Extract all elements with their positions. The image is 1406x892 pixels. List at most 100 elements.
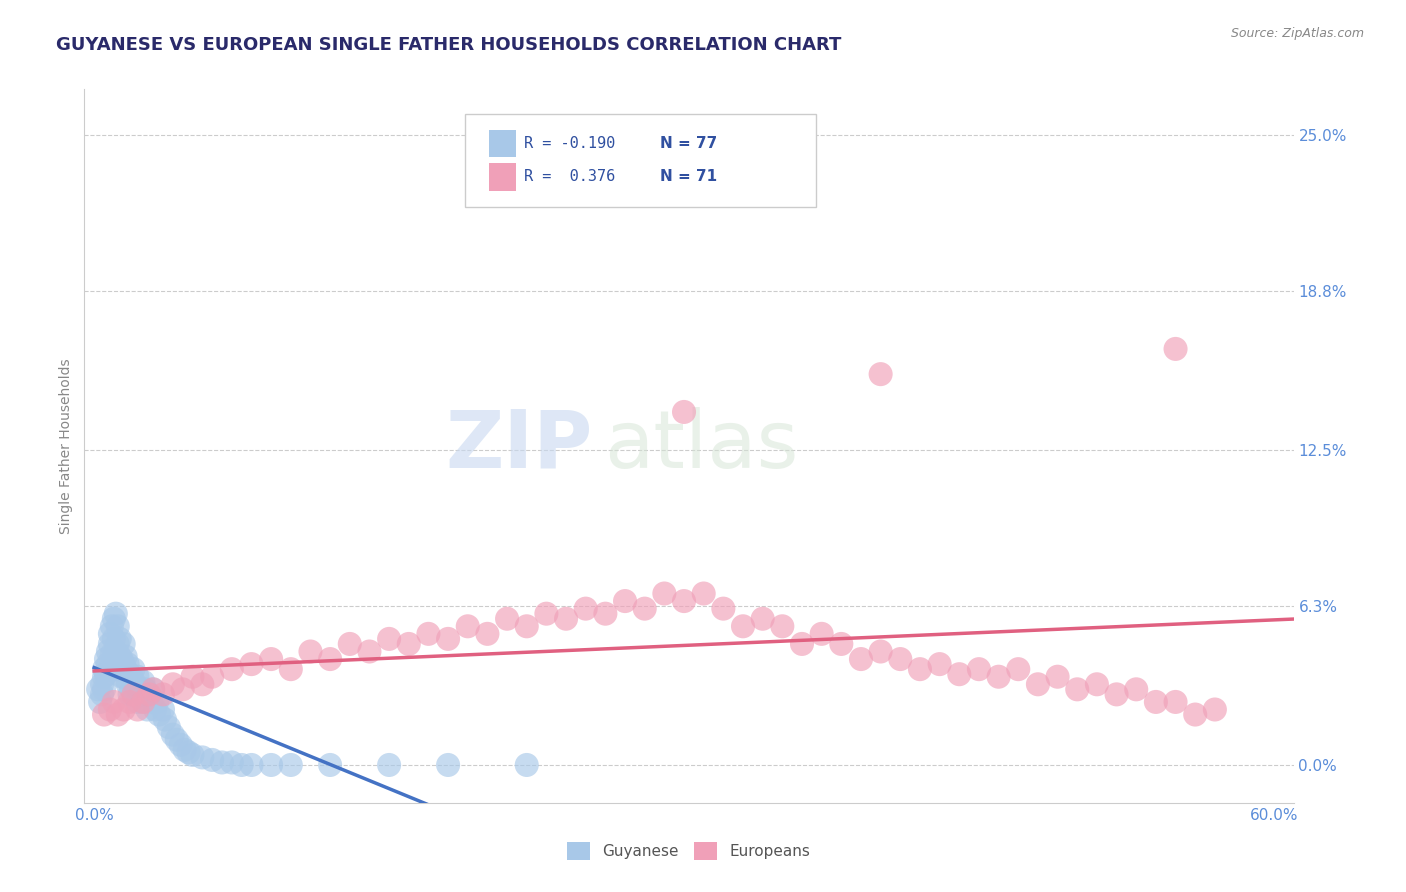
Point <box>1144 695 1167 709</box>
Point <box>240 758 263 772</box>
Point <box>1125 682 1147 697</box>
Point <box>121 670 143 684</box>
Point <box>378 632 401 646</box>
Text: N = 71: N = 71 <box>659 169 717 185</box>
Point <box>211 756 233 770</box>
Point <box>107 662 129 676</box>
Point <box>142 682 165 697</box>
Point <box>418 627 440 641</box>
Point <box>240 657 263 672</box>
Point <box>93 682 115 697</box>
Point <box>378 758 401 772</box>
Point <box>127 695 149 709</box>
Point <box>162 728 184 742</box>
Point <box>1007 662 1029 676</box>
Point <box>148 707 170 722</box>
Point <box>118 667 141 681</box>
Point <box>770 619 793 633</box>
Point <box>849 652 872 666</box>
Point <box>107 637 129 651</box>
Point <box>1105 687 1128 701</box>
Point <box>103 652 125 666</box>
Point <box>114 662 136 676</box>
Point <box>157 720 180 734</box>
Point <box>98 662 121 676</box>
Point <box>191 750 214 764</box>
Point <box>181 747 204 762</box>
Point <box>97 644 120 658</box>
Point <box>1085 677 1108 691</box>
Point <box>127 702 149 716</box>
FancyBboxPatch shape <box>465 114 815 207</box>
Point <box>260 652 283 666</box>
Point <box>221 662 243 676</box>
Point <box>112 637 135 651</box>
Text: ZIP: ZIP <box>444 407 592 485</box>
Point <box>967 662 990 676</box>
Point <box>457 619 479 633</box>
Point <box>751 612 773 626</box>
Point <box>108 632 131 646</box>
Point <box>614 594 637 608</box>
Point <box>928 657 950 672</box>
Point <box>94 667 117 681</box>
Point <box>1026 677 1049 691</box>
Point <box>118 687 141 701</box>
Point <box>112 657 135 672</box>
Point <box>153 713 176 727</box>
Point <box>118 695 141 709</box>
Point <box>319 758 342 772</box>
Point <box>673 405 696 419</box>
Point <box>634 601 657 615</box>
Point <box>91 687 114 701</box>
Point <box>107 619 129 633</box>
Point <box>869 367 891 381</box>
Point <box>299 644 322 658</box>
Point <box>136 702 159 716</box>
Point <box>152 687 174 701</box>
Point <box>93 662 115 676</box>
Point <box>114 649 136 664</box>
Point <box>280 758 302 772</box>
Point <box>104 607 127 621</box>
Point <box>221 756 243 770</box>
Point <box>134 682 156 697</box>
Point <box>138 687 160 701</box>
Point <box>111 652 134 666</box>
Point <box>496 612 519 626</box>
Text: R =  0.376: R = 0.376 <box>524 169 616 185</box>
Point <box>138 687 160 701</box>
Point <box>91 677 114 691</box>
Point <box>103 632 125 646</box>
Point <box>810 627 832 641</box>
Point <box>398 637 420 651</box>
Point <box>93 670 115 684</box>
Point <box>1184 707 1206 722</box>
Point <box>121 682 143 697</box>
Point <box>94 652 117 666</box>
Point <box>555 612 578 626</box>
Point <box>103 612 125 626</box>
Point <box>437 758 460 772</box>
Point <box>1066 682 1088 697</box>
Text: GUYANESE VS EUROPEAN SINGLE FATHER HOUSEHOLDS CORRELATION CHART: GUYANESE VS EUROPEAN SINGLE FATHER HOUSE… <box>56 36 842 54</box>
Point <box>112 702 135 716</box>
Point <box>146 695 169 709</box>
FancyBboxPatch shape <box>489 163 516 191</box>
Point <box>142 682 165 697</box>
Point <box>112 670 135 684</box>
Point <box>1164 695 1187 709</box>
Point <box>143 702 166 716</box>
Point <box>516 758 538 772</box>
Point <box>280 662 302 676</box>
Point <box>173 743 195 757</box>
Text: N = 77: N = 77 <box>659 136 717 151</box>
Point <box>731 619 754 633</box>
Point <box>162 677 184 691</box>
Point <box>654 586 676 600</box>
Point <box>948 667 970 681</box>
Legend: Guyanese, Europeans: Guyanese, Europeans <box>561 836 817 866</box>
Point <box>575 601 598 615</box>
Point <box>711 601 734 615</box>
Point <box>673 594 696 608</box>
